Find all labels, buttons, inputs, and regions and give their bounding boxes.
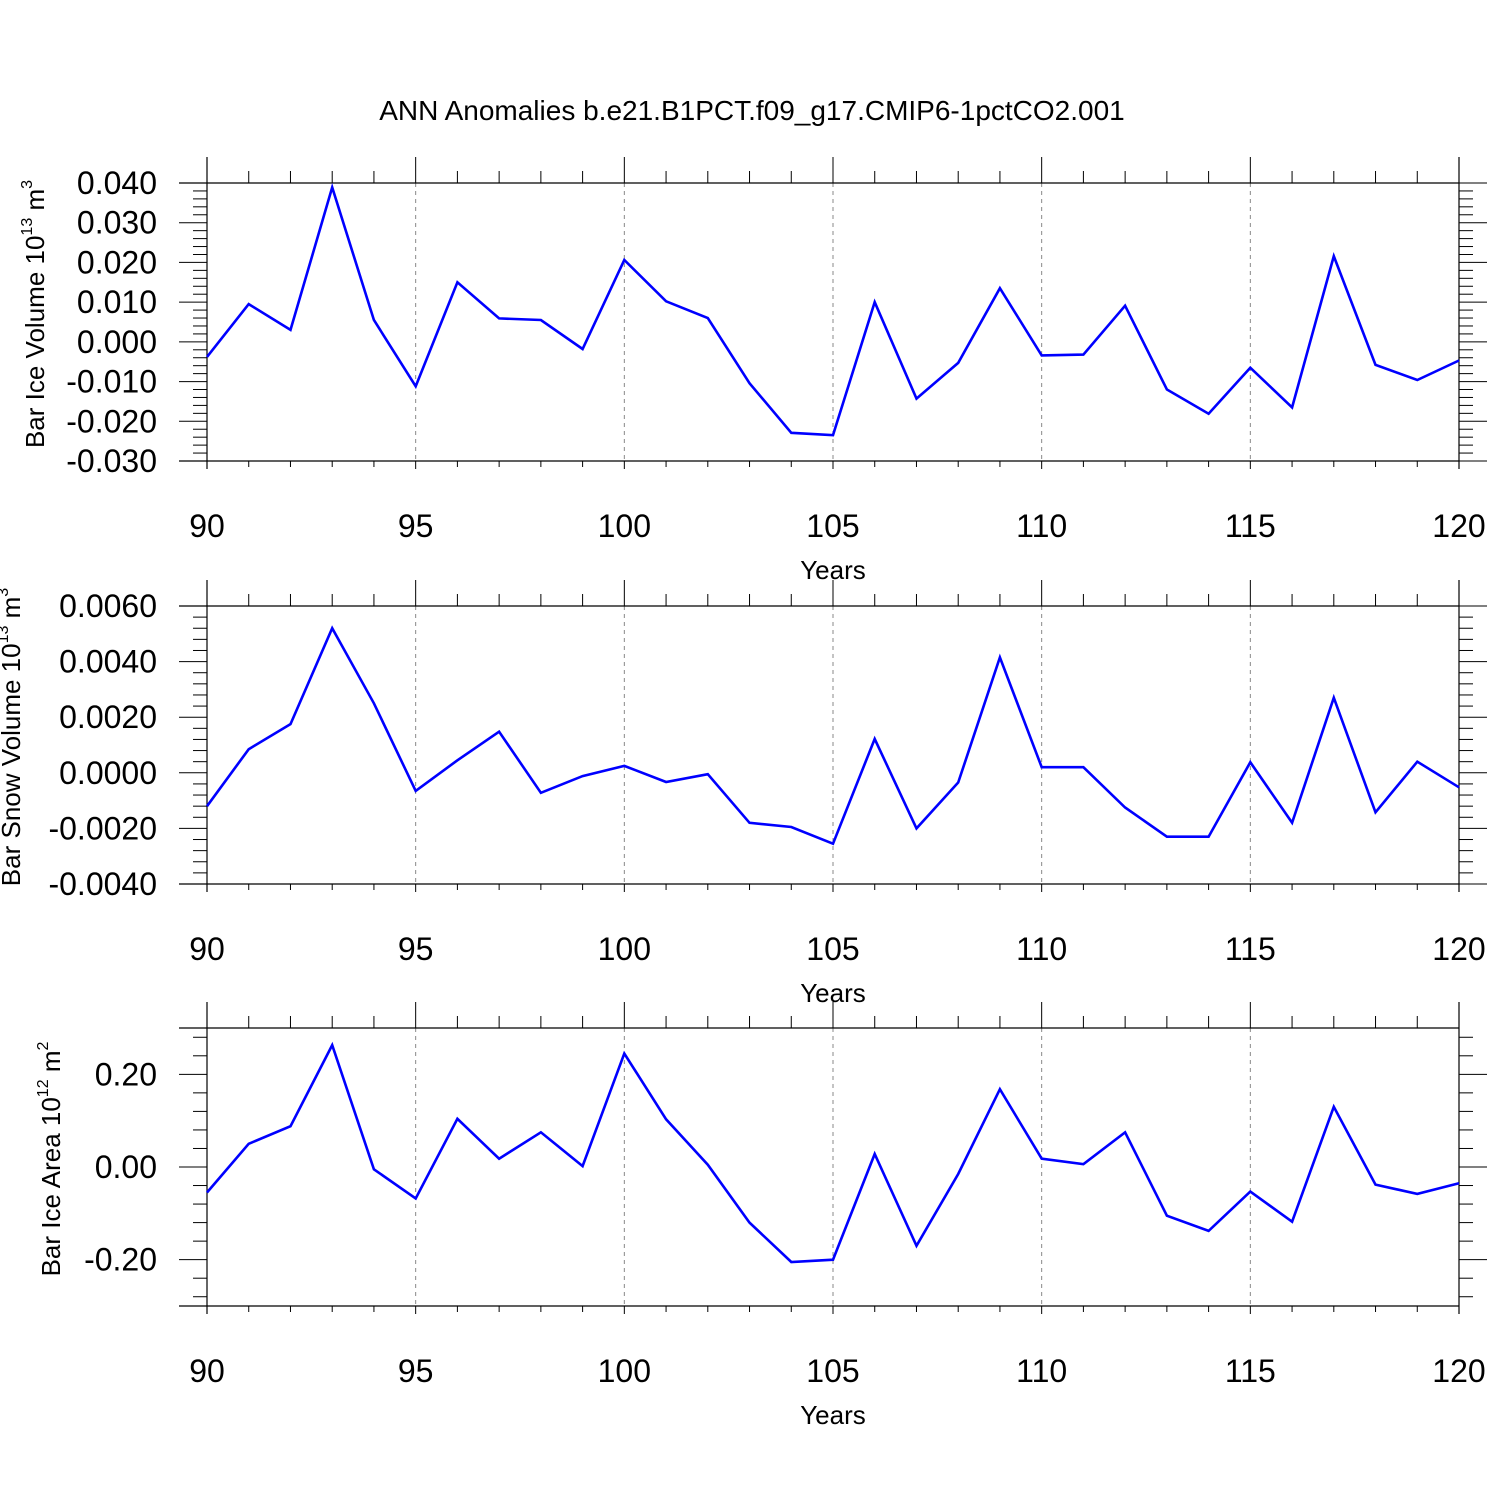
x-tick-label: 90 (189, 931, 225, 967)
y-tick-label: 0.010 (77, 284, 157, 320)
y-tick-label: 0.0000 (59, 755, 157, 791)
x-tick-label: 120 (1432, 1353, 1485, 1389)
y-axis-title-superscript: 2 (35, 1041, 52, 1050)
y-tick-label: -0.020 (66, 403, 157, 439)
panel-3: 0.20 0.00 -0.20 90 95 100 105 110 115 120 Years Bar… (35, 1002, 1487, 1430)
y-axis-title-superscript: 12 (35, 1079, 52, 1097)
y-tick-label: 0.20 (95, 1056, 157, 1092)
y-tick-label: 0.030 (77, 205, 157, 241)
y-axis-title-superscript: 3 (19, 180, 36, 189)
y-tick-label: -0.010 (66, 364, 157, 400)
y-tick-label: 0.0060 (59, 588, 157, 624)
x-tick-label: 90 (189, 508, 225, 544)
x-tick-label: 120 (1432, 508, 1485, 544)
x-axis-title: Years (800, 1400, 866, 1430)
y-tick-label: 0.0020 (59, 699, 157, 735)
y-axis-title: Bar Ice Area 1012 m2 (35, 1041, 66, 1276)
y-axis-title: Bar Ice Volume 1013 m3 (19, 180, 50, 448)
y-axis-title-part: m (0, 597, 26, 626)
x-tick-label: 110 (1016, 931, 1067, 967)
series-line (206, 1041, 1460, 1264)
x-tick-label: 120 (1432, 931, 1485, 967)
y-tick-label: 0.0040 (59, 644, 157, 680)
y-tick-label: -0.030 (66, 443, 157, 479)
y-axis-title-superscript: 13 (19, 218, 36, 236)
x-tick-label: 105 (806, 1353, 859, 1389)
x-tick-label: 105 (806, 931, 859, 967)
x-tick-label: 100 (598, 1353, 651, 1389)
panel-2: 0.0060 0.0040 0.0020 0.0000 -0.0020 -0.0040 90… (0, 580, 1487, 1008)
y-axis-title: Bar Snow Volume 1013 m3 (0, 588, 26, 887)
x-tick-label: 110 (1016, 508, 1067, 544)
x-tick-label: 115 (1225, 508, 1276, 544)
y-axis-title-part: Bar Ice Volume 10 (20, 236, 50, 448)
x-tick-label: 95 (398, 931, 434, 967)
x-tick-label: 115 (1225, 931, 1276, 967)
y-axis-title-part: Bar Snow Volume 10 (0, 643, 26, 886)
y-tick-label: 0.000 (77, 324, 157, 360)
y-axis-title-superscript: 3 (0, 588, 12, 597)
series-line (205, 625, 1460, 846)
x-tick-label: 95 (398, 508, 434, 544)
y-axis-title-part: m (20, 189, 50, 218)
y-tick-label: -0.0020 (48, 810, 157, 846)
chart-title: ANN Anomalies b.e21.B1PCT.f09_g17.CMIP6-… (379, 95, 1125, 126)
y-tick-label: 0.040 (77, 165, 157, 201)
y-tick-label: -0.20 (84, 1242, 157, 1278)
y-tick-label: 0.00 (95, 1149, 157, 1185)
y-axis-title-part: m (36, 1050, 66, 1079)
y-tick-label: -0.0040 (48, 866, 157, 902)
y-tick-label: 0.020 (77, 244, 157, 280)
x-tick-label: 115 (1225, 1353, 1276, 1389)
x-tick-label: 100 (598, 508, 651, 544)
y-axis-title-part: Bar Ice Area 10 (36, 1097, 66, 1276)
x-tick-label: 90 (189, 1353, 225, 1389)
y-axis-title-superscript: 13 (0, 625, 12, 643)
x-tick-label: 100 (598, 931, 651, 967)
x-tick-label: 95 (398, 1353, 434, 1389)
x-tick-label: 110 (1016, 1353, 1067, 1389)
series-line (205, 182, 1460, 437)
x-tick-label: 105 (806, 508, 859, 544)
